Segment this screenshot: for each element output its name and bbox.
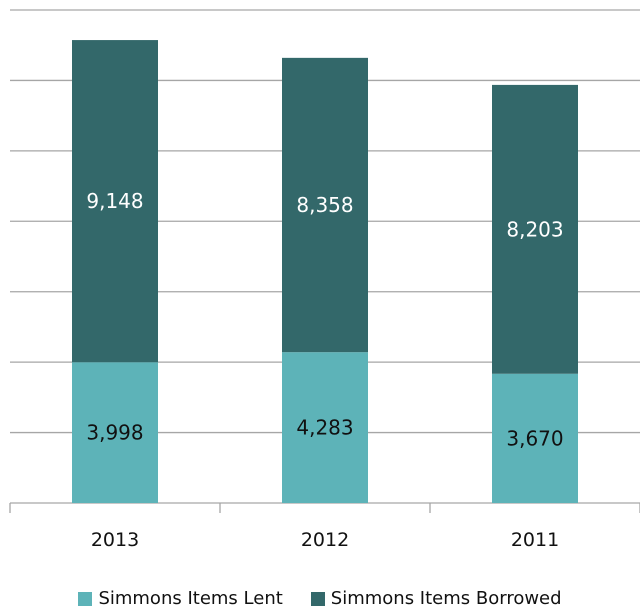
legend-swatch-lent xyxy=(78,591,93,606)
data-label: 8,358 xyxy=(296,193,353,217)
data-label: 4,283 xyxy=(296,416,353,440)
bar-borrowed-2013 xyxy=(72,40,158,363)
bar-lent-2012 xyxy=(282,352,368,503)
data-label: 3,670 xyxy=(506,426,563,450)
data-label: 8,203 xyxy=(506,217,563,241)
x-axis: 2013 2012 2011 xyxy=(9,503,640,551)
bar-lent-2013 xyxy=(72,362,158,503)
x-tick-label: 2013 xyxy=(91,529,139,551)
legend-label-borrowed: Simmons Items Borrowed xyxy=(330,588,562,609)
x-tick-label: 2011 xyxy=(511,529,559,551)
bar-lent-2011 xyxy=(492,373,578,503)
legend: Simmons Items Lent Simmons Items Borrowe… xyxy=(0,588,640,609)
legend-swatch-borrowed xyxy=(310,591,325,606)
bar-borrowed-2011 xyxy=(492,84,578,374)
bar-borrowed-2012 xyxy=(282,57,368,353)
legend-label-lent: Simmons Items Lent xyxy=(98,588,283,609)
data-label: 9,148 xyxy=(86,189,143,213)
data-label: 3,998 xyxy=(86,421,143,445)
x-tick-label: 2012 xyxy=(301,529,349,551)
legend-item-borrowed: Simmons Items Borrowed xyxy=(310,588,562,609)
legend-item-lent: Simmons Items Lent xyxy=(78,588,283,609)
bars xyxy=(72,40,578,503)
data-labels: 3,998 9,148 4,283 8,358 3,670 8,203 xyxy=(86,189,563,450)
